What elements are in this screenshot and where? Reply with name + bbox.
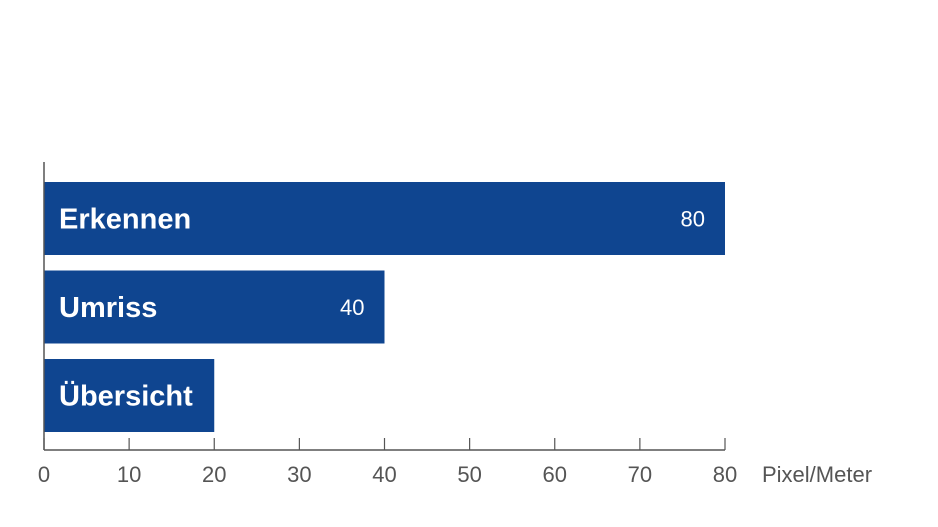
bar-0 xyxy=(44,182,725,255)
x-tick-label: 20 xyxy=(202,462,226,487)
bar-value-label: 40 xyxy=(340,295,364,320)
x-tick-label: 40 xyxy=(372,462,396,487)
x-tick-label: 60 xyxy=(543,462,567,487)
x-tick-label: 30 xyxy=(287,462,311,487)
bar-2 xyxy=(44,359,215,432)
bar-value-label: 80 xyxy=(681,207,705,232)
x-axis-ticks: 0 10 20 30 40 50 60 70 80 xyxy=(38,438,737,487)
bars-layer: Erkennen 80 Umriss 40 Übersicht xyxy=(44,182,725,432)
bar-category-label: Erkennen xyxy=(59,204,191,236)
x-tick-label: 50 xyxy=(457,462,481,487)
x-axis-unit-label: Pixel/Meter xyxy=(762,462,872,487)
bar-category-label: Umriss xyxy=(59,292,157,324)
x-tick-label: 10 xyxy=(117,462,141,487)
bar-1 xyxy=(44,270,385,344)
bar-category-label: Übersicht xyxy=(59,380,193,413)
x-tick-label: 0 xyxy=(38,462,50,487)
x-tick-label: 70 xyxy=(628,462,652,487)
x-tick-label: 80 xyxy=(713,462,737,487)
